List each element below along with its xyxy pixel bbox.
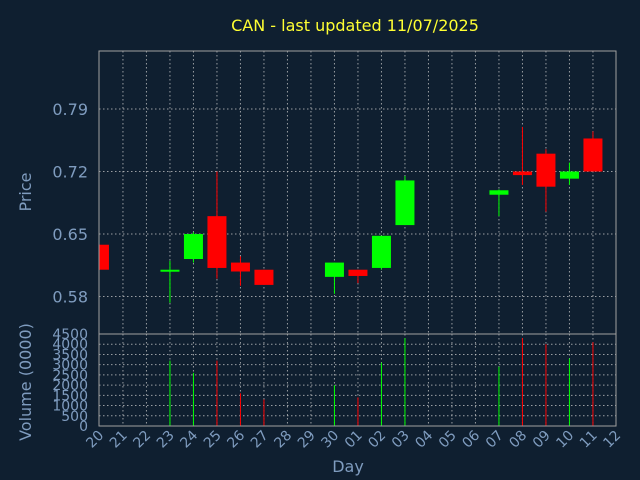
volume-tick-label: 2500 bbox=[52, 368, 88, 384]
candle-body bbox=[395, 180, 415, 226]
volume-axis-label: Volume (0000) bbox=[16, 323, 35, 441]
price-tick-label: 0.72 bbox=[52, 163, 88, 182]
candle-body bbox=[583, 138, 603, 172]
x-tick-label: 11 bbox=[577, 428, 601, 452]
volume-tick-label: 4500 bbox=[52, 327, 88, 343]
volume-tick-label: 1000 bbox=[52, 399, 88, 415]
candle-body bbox=[371, 235, 391, 268]
x-tick-label: 25 bbox=[201, 428, 225, 452]
chart-title: CAN - last updated 11/07/2025 bbox=[231, 16, 479, 35]
x-tick-label: 06 bbox=[459, 427, 483, 451]
x-axis-label: Day bbox=[332, 457, 364, 476]
x-tick-label: 10 bbox=[553, 428, 577, 452]
x-tick-label: 03 bbox=[389, 428, 413, 452]
x-tick-label: 01 bbox=[342, 428, 366, 452]
volume-tick-label: 4000 bbox=[52, 337, 88, 353]
x-tick-label: 30 bbox=[318, 428, 342, 452]
price-tick-label: 0.79 bbox=[52, 100, 88, 119]
price-grid bbox=[99, 51, 616, 334]
price-tick-label: 0.65 bbox=[52, 225, 88, 244]
candle-body bbox=[536, 153, 556, 187]
x-tick-label: 28 bbox=[271, 428, 295, 452]
volume-tick-label: 0 bbox=[79, 419, 88, 435]
price-axis-label: Price bbox=[16, 172, 35, 211]
price-axis-ticks: 0.58 0.65 0.72 0.79 bbox=[52, 100, 88, 306]
volume-tick-label: 3000 bbox=[52, 358, 88, 374]
x-tick-label: 07 bbox=[483, 428, 507, 452]
candle-body bbox=[160, 269, 180, 272]
candle-body bbox=[512, 171, 532, 176]
x-tick-label: 21 bbox=[107, 428, 131, 452]
x-tick-label: 26 bbox=[224, 427, 248, 451]
candles bbox=[99, 126, 603, 303]
candle-body bbox=[348, 269, 368, 276]
candle-body bbox=[489, 190, 509, 195]
volume-tick-label: 3500 bbox=[52, 347, 88, 363]
x-tick-label: 22 bbox=[130, 428, 154, 452]
candle-body bbox=[99, 244, 109, 270]
x-tick-label: 09 bbox=[530, 428, 554, 452]
volume-tick-label: 1500 bbox=[52, 388, 88, 404]
x-tick-label: 29 bbox=[295, 428, 319, 452]
volume-bars bbox=[169, 338, 594, 426]
candle-body bbox=[559, 171, 579, 179]
volume-tick-label: 500 bbox=[61, 409, 88, 425]
candle-body bbox=[183, 234, 203, 260]
x-tick-label: 04 bbox=[412, 427, 436, 451]
x-tick-label: 08 bbox=[506, 428, 530, 452]
x-tick-label: 24 bbox=[177, 427, 201, 451]
x-tick-label: 27 bbox=[248, 428, 272, 452]
x-tick-label: 05 bbox=[436, 428, 460, 452]
candle-body bbox=[207, 216, 227, 268]
volume-panel-frame bbox=[98, 333, 617, 427]
x-tick-label: 23 bbox=[154, 428, 178, 452]
x-tick-label: 02 bbox=[365, 428, 389, 452]
candle-body bbox=[254, 269, 274, 285]
price-tick-label: 0.58 bbox=[52, 288, 88, 307]
x-axis-ticks: 20 21 22 23 24 25 26 27 28 29 30 01 02 03 04 05 06 07 08 09… bbox=[83, 427, 624, 451]
candle-body bbox=[324, 262, 344, 277]
x-tick-label: 12 bbox=[600, 428, 624, 452]
volume-tick-label: 2000 bbox=[52, 378, 88, 394]
candle-body bbox=[230, 262, 250, 272]
